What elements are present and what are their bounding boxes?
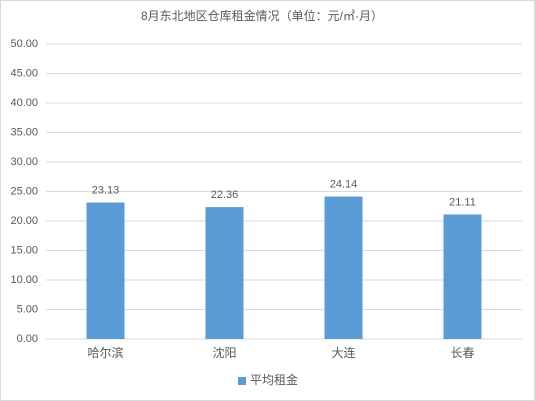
bar [205, 207, 244, 339]
bar [324, 196, 363, 339]
x-tick-label: 哈尔滨 [87, 345, 123, 360]
data-label: 21.11 [449, 196, 476, 208]
y-tick-label: 5.00 [17, 303, 38, 315]
y-tick-label: 0.00 [17, 333, 38, 345]
y-tick-label: 10.00 [10, 274, 38, 286]
y-tick-label: 15.00 [10, 244, 38, 256]
y-tick-label: 30.00 [10, 156, 38, 168]
data-label: 22.36 [211, 189, 239, 201]
chart-title: 8月东北地区仓库租金情况（单位：元/㎡·月） [141, 8, 383, 23]
legend-label: 平均租金 [250, 372, 298, 387]
x-tick-label: 长春 [450, 346, 474, 360]
data-label: 23.13 [92, 184, 120, 196]
y-tick-label: 50.00 [10, 38, 38, 50]
y-tick-label: 40.00 [10, 97, 38, 109]
legend-swatch [238, 377, 246, 385]
bar [86, 202, 125, 339]
y-tick-label: 35.00 [10, 126, 38, 138]
x-tick-label: 沈阳 [212, 345, 236, 360]
bar [443, 214, 482, 339]
y-tick-label: 20.00 [10, 215, 38, 227]
data-label: 24.14 [330, 178, 358, 190]
y-tick-label: 25.00 [10, 185, 38, 197]
x-tick-label: 大连 [331, 345, 355, 360]
y-tick-label: 45.00 [10, 67, 38, 79]
